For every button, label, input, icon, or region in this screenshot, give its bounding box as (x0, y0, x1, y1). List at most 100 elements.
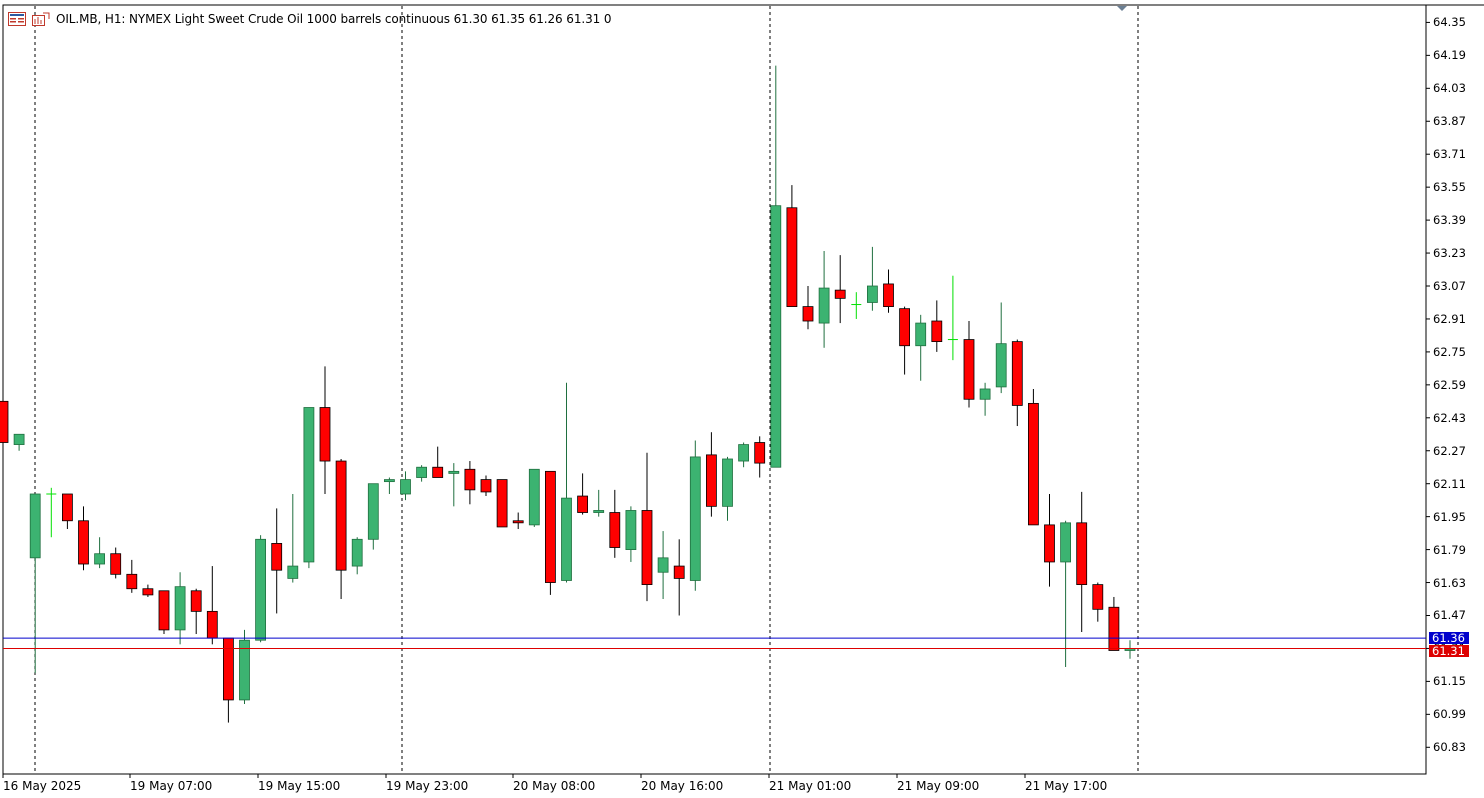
candle-body (126, 573, 138, 590)
candle-body (512, 520, 524, 524)
candle-body (400, 479, 411, 495)
candle-body (190, 590, 202, 612)
candle (62, 493, 73, 530)
candle-body (287, 565, 299, 579)
y-tick-label: 63.55 (1433, 180, 1466, 195)
candle (400, 471, 411, 501)
candle (947, 275, 958, 361)
candle-body (78, 520, 89, 565)
y-axis-ticks (1426, 21, 1430, 748)
candle-body (561, 497, 572, 581)
candle (818, 250, 830, 348)
candle (126, 559, 138, 593)
candle (1092, 582, 1104, 622)
candle (383, 477, 395, 494)
candle-body (383, 479, 395, 483)
y-tick-label: 60.83 (1433, 740, 1466, 755)
candle (561, 382, 572, 583)
shift-marker-icon[interactable] (1117, 6, 1127, 11)
candle (1108, 596, 1120, 651)
candle (13, 433, 25, 451)
candle (609, 489, 621, 558)
candle-body (271, 543, 283, 571)
y-tick-label: 64.19 (1433, 48, 1466, 63)
candle (464, 461, 476, 505)
description-label: NYMEX Light Sweet Crude Oil 1000 barrels… (129, 12, 450, 26)
candle-body (62, 493, 73, 522)
x-tick-label: 21 May 09:00 (897, 779, 980, 793)
candle-body (754, 442, 766, 464)
candle-body (1028, 402, 1039, 526)
candle-body (432, 466, 444, 478)
candle-body (448, 470, 460, 474)
candle (625, 506, 637, 562)
candle (367, 483, 379, 550)
candle-body (625, 510, 637, 550)
y-tick-label: 63.87 (1433, 114, 1466, 129)
period-separators (34, 6, 1139, 773)
candle (706, 432, 717, 517)
candle (512, 512, 524, 530)
candle (834, 255, 846, 324)
ohlc-values: 61.30 61.35 61.26 61.31 (453, 12, 601, 26)
candle-body (545, 470, 556, 583)
y-tick-label: 61.15 (1433, 674, 1466, 689)
candle-body (110, 553, 122, 575)
bid-price-tag: 61.31 (1429, 645, 1469, 658)
candle-body (222, 637, 234, 701)
y-tick-label: 63.39 (1433, 213, 1466, 228)
candle (867, 246, 878, 311)
candle-body (722, 458, 733, 507)
candle (271, 508, 283, 614)
candle (110, 547, 122, 579)
candle-body (142, 588, 154, 596)
candle-body (995, 343, 1007, 388)
y-tick-label: 62.43 (1433, 410, 1466, 425)
candle-body (351, 538, 363, 567)
candle (1028, 388, 1039, 526)
x-tick-label: 19 May 23:00 (386, 779, 469, 793)
candle-body (834, 289, 846, 299)
candle (995, 302, 1007, 394)
candle (303, 407, 315, 569)
candle (770, 65, 782, 468)
x-tick-label: 16 May 2025 (3, 779, 82, 793)
candle-body (158, 590, 170, 631)
candle (0, 400, 9, 443)
candle-body (1108, 606, 1120, 651)
candle-body (915, 322, 927, 347)
candle (786, 185, 798, 307)
candle (851, 292, 862, 319)
candle-body (963, 339, 975, 400)
candle (545, 470, 556, 595)
candle-body (416, 466, 428, 478)
candle-body (593, 510, 605, 513)
y-tick-label: 63.23 (1433, 246, 1466, 261)
y-tick-label: 62.11 (1433, 476, 1466, 491)
candle (915, 314, 927, 381)
candle-body (94, 553, 105, 565)
x-tick-label: 21 May 01:00 (769, 779, 852, 793)
candle (722, 456, 733, 521)
candle-body (496, 479, 508, 528)
chart-template-icon[interactable] (32, 12, 50, 26)
candle (351, 537, 363, 575)
candle (689, 440, 701, 591)
candle-body (867, 285, 878, 303)
candle (1044, 493, 1055, 587)
candle-body (689, 456, 701, 581)
candle-body (673, 565, 685, 579)
candle-body (979, 388, 991, 400)
candle-body (239, 639, 250, 701)
candle (158, 590, 170, 635)
candle (931, 300, 943, 352)
chart-list-icon[interactable] (8, 12, 26, 26)
candle-body (786, 207, 798, 307)
candle (754, 436, 766, 478)
candle-body (528, 468, 540, 526)
candle-body (1011, 341, 1023, 406)
y-tick-label: 61.47 (1433, 608, 1466, 623)
candle (142, 584, 154, 597)
candle (239, 629, 250, 705)
